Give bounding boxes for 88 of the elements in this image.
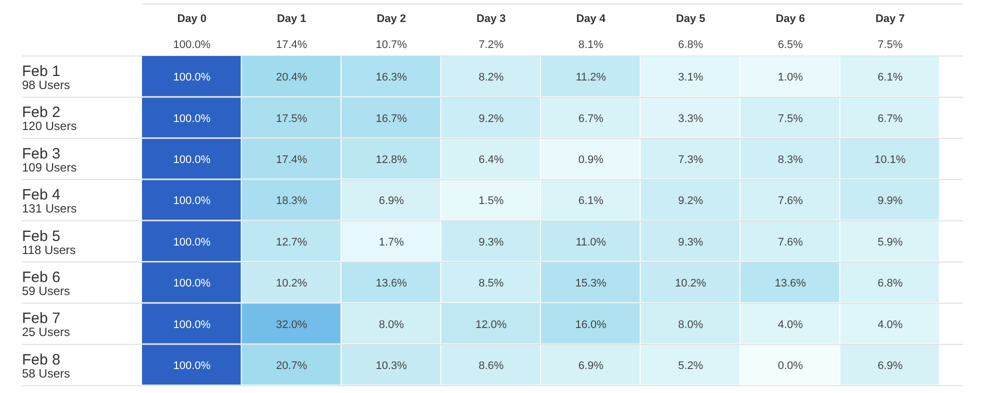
data-label: 4.0% (778, 318, 804, 331)
data-label: 0.0% (778, 360, 804, 372)
text: 100.0% (173, 39, 211, 51)
data-label: 8.5% (478, 278, 504, 290)
data-label: 5.2% (678, 360, 704, 372)
data-label: 6.4% (478, 154, 504, 166)
data-label: 8.0% (378, 318, 404, 331)
data-label: 16.0% (575, 318, 607, 331)
data-label: 11.0% (576, 236, 606, 248)
data-label: 10.1% (874, 154, 906, 166)
data-label: 10.2% (276, 278, 308, 290)
data-label: 11.2% (576, 72, 606, 84)
data-label: 8.6% (478, 360, 504, 372)
text: 10.7% (376, 39, 407, 51)
data-label: 3.1% (678, 72, 704, 84)
data-label: 100.0% (173, 72, 211, 84)
data-label: 20.4% (276, 72, 308, 84)
y-tick-label: Feb 4 131 Users (22, 186, 77, 216)
x-tick-label: Day 7 (875, 13, 905, 25)
text: 17.4% (276, 39, 308, 51)
data-label: 6.8% (878, 278, 903, 290)
data-label: 9.2% (678, 195, 704, 208)
data-label: 13.6% (376, 278, 408, 290)
text: 6.5% (778, 39, 803, 51)
data-label: 6.7% (878, 112, 903, 125)
data-label: 100.0% (173, 360, 211, 372)
data-label: 6.1% (578, 195, 604, 208)
data-label: 4.0% (878, 318, 903, 331)
data-label: 100.0% (173, 195, 211, 208)
data-label: 13.6% (774, 278, 806, 290)
data-label: 1.7% (378, 236, 404, 248)
data-label: 12.7% (276, 236, 308, 248)
y-tick-label: Feb 3 109 Users (22, 145, 77, 174)
x-tick-label: Day 6 (776, 13, 806, 25)
data-label: 100.0% (173, 278, 211, 290)
data-label: 5.9% (878, 236, 903, 248)
x-tick-label: Day 5 (676, 13, 706, 25)
data-label: 6.1% (878, 72, 903, 84)
x-tick-label: Day 3 (476, 13, 506, 25)
data-label: 0.9% (578, 154, 604, 166)
data-label: 6.9% (578, 360, 604, 372)
data-label: 15.3% (575, 278, 607, 290)
x-tick-label: Day 1 (276, 13, 306, 25)
data-label: 12.8% (376, 154, 408, 166)
data-label: 1.0% (778, 72, 804, 84)
data-label: 7.3% (678, 154, 704, 166)
y-tick-label: Feb 2 120 Users (22, 104, 77, 134)
data-label: 17.4% (276, 154, 308, 166)
data-label: 100.0% (173, 112, 211, 125)
text: 7.2% (478, 39, 504, 51)
data-label: 8.0% (678, 318, 704, 331)
data-label: 18.3% (276, 195, 308, 208)
data-label: 7.5% (778, 112, 804, 125)
data-label: 7.6% (778, 236, 804, 248)
y-tick-label: Feb 6 59 Users (22, 269, 70, 298)
data-label: 10.3% (376, 360, 408, 372)
data-label: 100.0% (173, 154, 211, 166)
text: 8.1% (578, 39, 604, 51)
data-label: 16.7% (376, 112, 408, 125)
data-label: 1.5% (478, 195, 504, 208)
data-label: 100.0% (173, 236, 211, 248)
x-tick-label: Day 2 (376, 13, 406, 25)
data-label: 9.3% (678, 236, 704, 248)
data-label: 17.5% (276, 112, 308, 125)
data-label: 7.6% (778, 195, 804, 208)
x-tick-label: Day 4 (576, 13, 606, 25)
data-label: 6.9% (878, 360, 903, 372)
data-label: 32.0% (276, 318, 308, 331)
data-label: 6.7% (578, 112, 604, 125)
y-tick-label: Feb 1 98 Users (22, 63, 70, 92)
data-label: 9.3% (478, 236, 504, 248)
data-label: 10.2% (675, 278, 706, 290)
data-label: 16.3% (376, 72, 408, 84)
data-label: 12.0% (476, 318, 507, 331)
data-label: 100.0% (173, 318, 211, 331)
y-tick-label: Feb 7 25 Users (22, 310, 70, 340)
data-label: 20.7% (276, 360, 308, 372)
data-label: 8.3% (778, 154, 804, 166)
data-label: 9.2% (478, 112, 504, 125)
text: 7.5% (878, 39, 903, 51)
data-label: 8.2% (478, 72, 504, 84)
x-tick-label: Day 0 (177, 13, 207, 25)
text: 6.8% (678, 39, 704, 51)
data-label: 6.9% (378, 195, 404, 208)
data-label: 3.3% (678, 112, 704, 125)
y-tick-label: Feb 5 118 Users (22, 228, 76, 257)
y-tick-label: Feb 8 58 Users (22, 351, 70, 380)
data-label: 9.9% (878, 195, 903, 208)
